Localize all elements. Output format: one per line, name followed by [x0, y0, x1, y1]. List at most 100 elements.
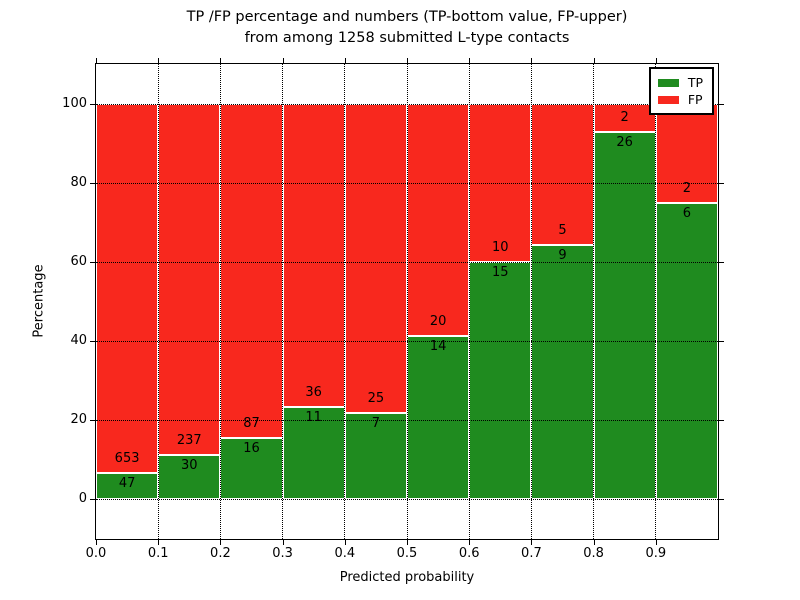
fp-count-label: 653 [114, 450, 140, 466]
x-tick-label: 0.5 [396, 546, 418, 561]
y-tick-mark-right [719, 341, 724, 343]
legend: TP FP [648, 67, 714, 115]
x-axis-label: Predicted probability [339, 570, 475, 585]
tp-count-label: 26 [616, 134, 633, 150]
fp-bar-segment [407, 103, 470, 337]
tp-count-label: 16 [243, 440, 260, 456]
x-tick-label: 0.4 [334, 546, 356, 561]
fp-bar-segment [344, 103, 407, 413]
tp-count-label: 47 [118, 475, 136, 491]
tp-count-label: 11 [305, 409, 322, 425]
x-tick-mark [469, 540, 471, 545]
fp-count-label: 237 [176, 432, 202, 448]
y-tick-mark [90, 420, 95, 422]
y-tick-mark [90, 499, 95, 501]
fp-bar-segment [220, 103, 283, 438]
fp-count-label: 10 [492, 239, 509, 255]
tp-bar-segment [220, 437, 283, 500]
chart-title-line1: TP /FP percentage and numbers (TP-bottom… [186, 9, 628, 25]
x-tick-mark [531, 540, 533, 545]
y-tick-label: 60 [70, 253, 87, 269]
y-axis-label: Percentage [31, 264, 47, 338]
fp-bar-segment [655, 103, 718, 203]
x-tick-mark [655, 540, 657, 545]
tp-bar-segment [593, 131, 656, 500]
x-tick-label: 0.6 [458, 546, 480, 561]
x-tick-label: 0.8 [583, 546, 604, 561]
bars-layer [96, 64, 718, 539]
tp-bar-segment [158, 454, 221, 500]
x-tick-mark-top [220, 58, 222, 63]
tp-count-label: 14 [429, 339, 447, 355]
fp-count-label: 36 [305, 384, 322, 400]
x-tick-label: 0.0 [85, 546, 107, 561]
y-tick-mark-right [719, 420, 724, 422]
y-tick-mark-right [719, 499, 724, 501]
x-tick-mark-top [407, 58, 408, 63]
fp-count-label: 20 [429, 314, 447, 330]
y-tick-mark [90, 261, 95, 263]
x-tick-mark-top [158, 58, 160, 63]
fp-bar-segment [469, 103, 532, 262]
y-tick-label: 80 [70, 174, 87, 190]
x-tick-mark [158, 540, 160, 545]
legend-item-fp: FP [657, 91, 703, 108]
bar-labels-layer: 653 47 237 30 87 16 36 11 25 7 20 14 10 15 5 9 2 26 2 6 [96, 64, 718, 539]
fp-count-label: 25 [367, 390, 385, 406]
y-tick-mark [90, 103, 95, 105]
tp-bar-segment [96, 472, 159, 500]
x-tick-mark-top [282, 58, 284, 63]
x-tick-mark [407, 540, 408, 545]
legend-label-tp: TP [687, 75, 703, 90]
x-tick-mark-top [593, 58, 595, 63]
tp-bar-segment [407, 336, 470, 500]
legend-label-fp: FP [687, 92, 703, 107]
tp-count-label: 30 [181, 457, 198, 473]
chart-title: TP /FP percentage and numbers (TP-bottom… [95, 7, 719, 49]
tp-count-label: 15 [492, 264, 509, 280]
y-tick-mark-right [719, 182, 724, 184]
tp-bar-segment [344, 412, 407, 500]
fp-count-label: 87 [243, 415, 260, 431]
fp-count-label: 2 [682, 180, 692, 196]
x-tick-label: 0.1 [147, 546, 169, 561]
tp-color-swatch [657, 78, 679, 87]
x-tick-mark [282, 540, 284, 545]
x-tick-label: 0.9 [645, 546, 667, 561]
x-tick-label: 0.7 [521, 546, 542, 561]
x-tick-mark-top [531, 58, 533, 63]
x-tick-mark-top [344, 58, 346, 63]
y-tick-mark-right [719, 103, 724, 105]
y-tick-label: 0 [78, 491, 87, 507]
y-tick-mark [90, 182, 95, 184]
tp-count-label: 6 [682, 205, 692, 221]
legend-item-tp: TP [657, 74, 703, 91]
y-tick-mark [90, 341, 95, 343]
fp-color-swatch [657, 95, 679, 104]
plot-area: 653 47 237 30 87 16 36 11 25 7 20 14 10 15 5 9 2 26 2 6 TP … [90, 58, 724, 545]
x-tick-mark [220, 540, 222, 545]
tp-bar-segment [655, 202, 718, 500]
x-tick-mark [344, 540, 346, 545]
x-tick-mark-top [655, 58, 657, 63]
tp-bar-segment [282, 406, 345, 500]
x-tick-mark-top [96, 58, 97, 63]
fp-count-label: 2 [620, 109, 629, 125]
fp-bar-segment [96, 103, 159, 473]
fp-bar-segment [282, 103, 345, 407]
y-tick-mark-right [719, 261, 724, 263]
x-tick-label: 0.3 [272, 546, 293, 561]
fp-bar-segment [158, 103, 221, 455]
chart-title-line2: from among 1258 submitted L-type contact… [244, 30, 570, 46]
tp-bar-segment [531, 244, 594, 500]
x-tick-mark [96, 540, 97, 545]
tp-bar-segment [469, 261, 532, 500]
fp-count-label: 5 [558, 222, 567, 238]
y-tick-label: 20 [70, 412, 87, 428]
y-tick-label: 100 [62, 95, 87, 111]
x-tick-mark [593, 540, 595, 545]
y-tick-label: 40 [70, 333, 87, 349]
tp-count-label: 9 [558, 247, 567, 263]
tp-count-label: 7 [371, 415, 381, 431]
